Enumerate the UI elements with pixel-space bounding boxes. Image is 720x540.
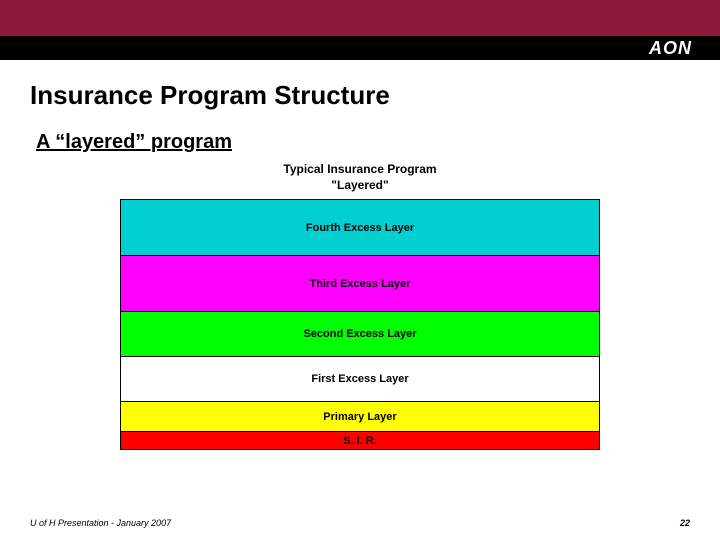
chart-layers: Fourth Excess LayerThird Excess LayerSec… <box>120 199 600 450</box>
header-black-strip: AON <box>0 36 720 60</box>
chart-layer: Third Excess Layer <box>120 256 600 312</box>
subtitle: A “layered” program <box>36 131 690 154</box>
chart-area: Typical Insurance Program "Layered" Four… <box>120 162 600 450</box>
footer-left: U of H Presentation - January 2007 <box>30 518 171 528</box>
page-title: Insurance Program Structure <box>30 80 690 111</box>
footer: U of H Presentation - January 2007 22 <box>30 518 690 528</box>
chart-layer: S. I. R. <box>120 432 600 450</box>
chart-title-line1: Typical Insurance Program <box>283 162 436 176</box>
aon-logo: AON <box>649 38 692 59</box>
chart-layer: Second Excess Layer <box>120 312 600 357</box>
header-bar: AON <box>0 0 720 60</box>
chart-layer: First Excess Layer <box>120 357 600 402</box>
chart-layer: Primary Layer <box>120 402 600 432</box>
chart-layer: Fourth Excess Layer <box>120 200 600 256</box>
content-area: Insurance Program Structure A “layered” … <box>0 60 720 450</box>
page-number: 22 <box>680 518 690 528</box>
chart-title-line2: "Layered" <box>331 178 388 192</box>
chart-title: Typical Insurance Program "Layered" <box>120 162 600 193</box>
